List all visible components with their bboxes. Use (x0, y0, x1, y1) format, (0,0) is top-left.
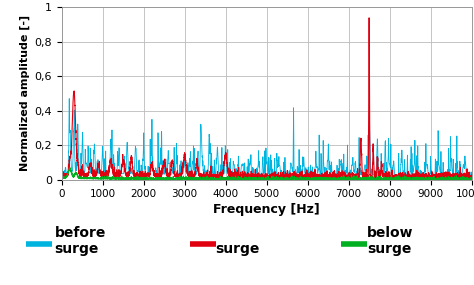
Text: surge: surge (216, 243, 260, 256)
Text: before
surge: before surge (55, 226, 106, 256)
Text: below
surge: below surge (367, 226, 414, 256)
Y-axis label: Normalized amplitude [-]: Normalized amplitude [-] (20, 15, 30, 171)
X-axis label: Frequency [Hz]: Frequency [Hz] (213, 203, 320, 216)
